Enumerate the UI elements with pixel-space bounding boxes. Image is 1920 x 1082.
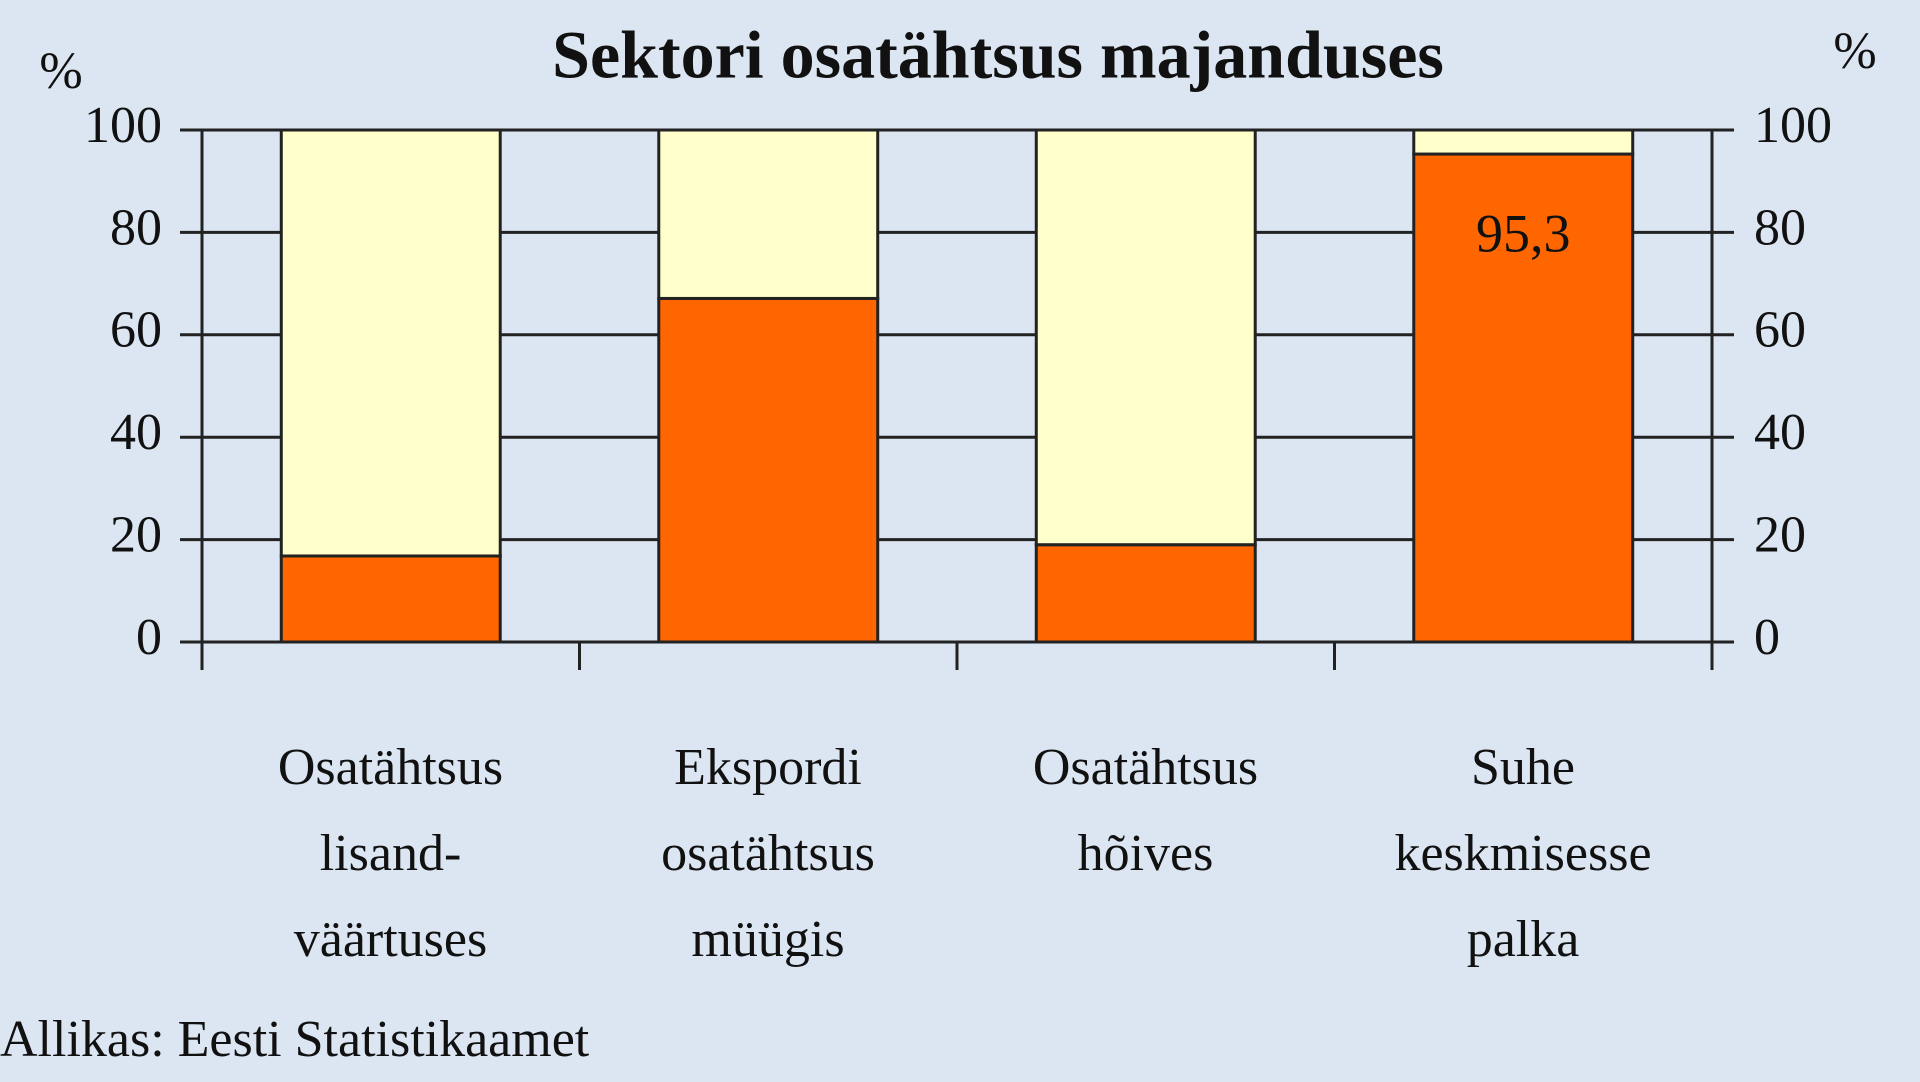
y-tick-label: 20 bbox=[110, 507, 162, 564]
y2-tick-label: 40 bbox=[1754, 404, 1806, 461]
y2-tick-label: 60 bbox=[1754, 302, 1806, 359]
chart-title: Sektori osatähtsus majanduses bbox=[552, 17, 1444, 93]
y-axis-unit: % bbox=[39, 43, 82, 100]
y-tick-label: 40 bbox=[110, 404, 162, 461]
y-tick-label: 100 bbox=[84, 97, 162, 154]
bar-segment bbox=[1034, 543, 1257, 644]
bar-segment bbox=[279, 554, 502, 644]
y-tick-label: 60 bbox=[110, 302, 162, 359]
x-tick-label: Osatähtsus hõives bbox=[1032, 739, 1259, 882]
bar-segment bbox=[1034, 128, 1257, 547]
bar-segment bbox=[657, 128, 880, 300]
bar-segment bbox=[279, 128, 502, 558]
x-tick-label: Suhe keskmisesse palka bbox=[1394, 739, 1652, 968]
bar-segment bbox=[1412, 128, 1635, 156]
x-tick-label: Ekspordi osatähtsus müügis bbox=[661, 739, 875, 968]
y2-tick-label: 20 bbox=[1754, 507, 1806, 564]
y2-axis-unit: % bbox=[1833, 23, 1876, 80]
source-note: Allikas: Eesti Statistikaamet bbox=[0, 1011, 590, 1068]
bar-segment bbox=[1412, 152, 1635, 644]
y-tick-label: 0 bbox=[136, 609, 162, 666]
y2-tick-label: 100 bbox=[1754, 97, 1832, 154]
y-tick-label: 80 bbox=[110, 199, 162, 256]
y2-tick-label: 0 bbox=[1754, 609, 1780, 666]
x-tick-label: Osatähtsus lisand- väärtuses bbox=[277, 739, 504, 968]
bar-segment bbox=[657, 296, 880, 644]
data-label: 95,3 bbox=[1476, 203, 1571, 263]
y2-tick-label: 80 bbox=[1754, 199, 1806, 256]
